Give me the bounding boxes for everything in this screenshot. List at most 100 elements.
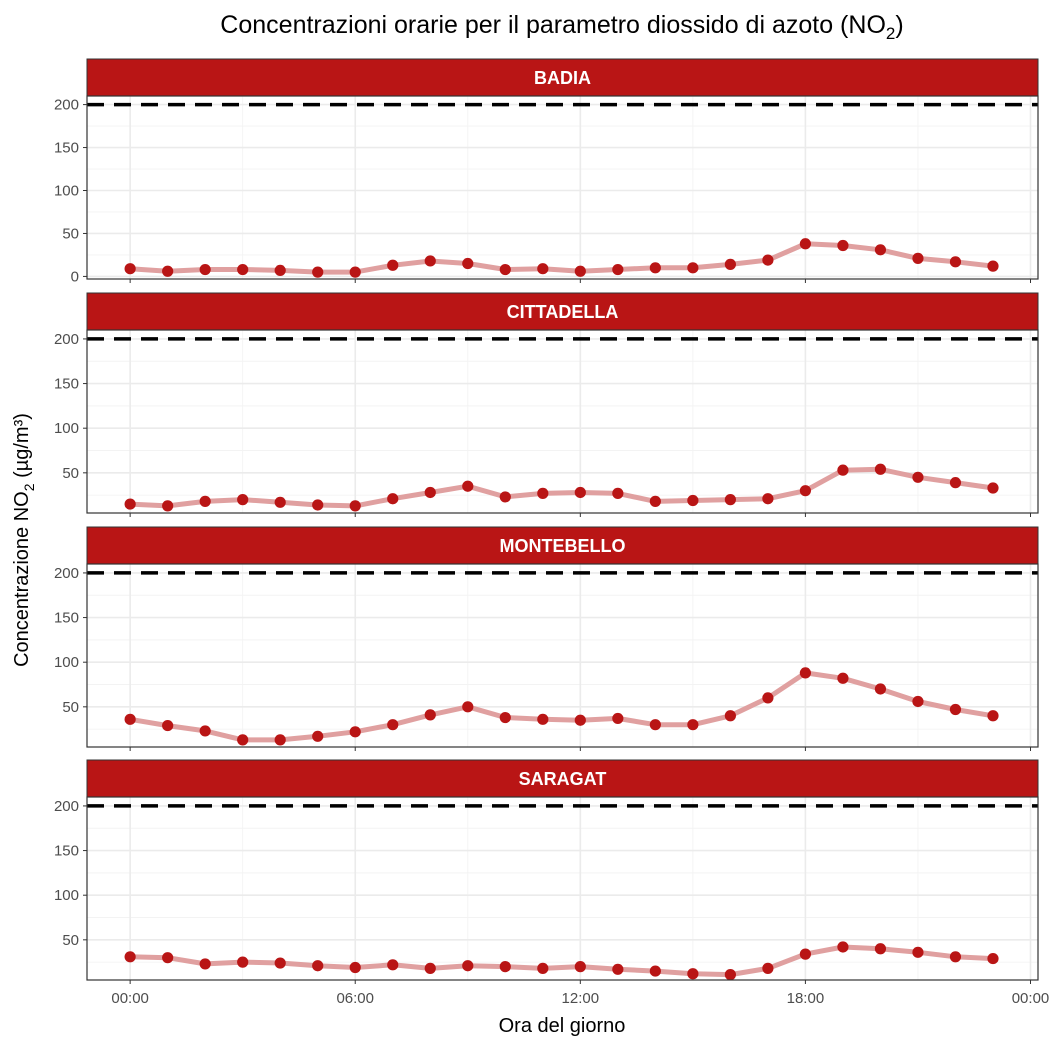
data-point: [424, 962, 436, 974]
data-point: [649, 495, 661, 507]
data-point: [499, 961, 511, 973]
data-point: [612, 712, 624, 725]
y-tick-label: 150: [54, 843, 79, 860]
facet-montebello: MONTEBELLO 50 100 150 200: [54, 526, 1039, 751]
data-point: [537, 962, 549, 974]
data-point: [799, 948, 812, 960]
data-point: [949, 703, 962, 716]
y-tick-label: 50: [62, 932, 79, 949]
facet-strip-label: BADIA: [534, 68, 591, 88]
y-tick-label: 100: [54, 420, 79, 437]
x-axis-title: Ora del giorno: [499, 1015, 626, 1037]
data-point: [312, 499, 324, 511]
data-point: [874, 244, 887, 256]
series-line: [127, 241, 996, 275]
data-point: [987, 952, 999, 965]
data-point: [124, 951, 136, 963]
data-point: [537, 487, 549, 499]
data-point: [537, 713, 549, 725]
facet-panels: BADIA050100150200CITTADELLA50100150200MO…: [54, 58, 1039, 984]
y-tick-label: 100: [54, 887, 79, 904]
facet-strip-label: SARAGAT: [519, 769, 607, 789]
data-point: [387, 719, 399, 731]
y-tick-label: 150: [54, 376, 79, 393]
data-point: [762, 962, 774, 974]
data-point: [349, 961, 361, 974]
panel-border: [86, 329, 1039, 514]
data-point: [574, 714, 586, 726]
x-axis: 00:00 06:00 12:00 18:00 00:00: [111, 990, 1049, 1007]
data-point: [237, 734, 249, 746]
data-point: [987, 260, 999, 272]
x-tick-label: 00:00: [1012, 990, 1050, 1007]
data-point: [687, 968, 699, 980]
panel-border: [86, 563, 1039, 748]
series-line: [127, 466, 996, 509]
data-point: [912, 471, 924, 483]
data-point: [312, 266, 324, 278]
data-point: [949, 256, 962, 268]
data-point: [687, 494, 699, 507]
data-point: [274, 734, 286, 746]
x-tick-label: 12:00: [562, 990, 600, 1007]
y-tick-label: 200: [54, 331, 79, 348]
data-point: [574, 961, 586, 973]
data-point: [649, 719, 661, 731]
data-point: [312, 960, 324, 972]
data-point: [237, 956, 249, 968]
y-tick-label: 50: [62, 699, 79, 716]
data-point: [499, 263, 511, 276]
data-point: [349, 726, 361, 738]
data-point: [274, 957, 286, 969]
facet-strip-label: MONTEBELLO: [500, 536, 626, 556]
data-point: [162, 952, 174, 964]
data-point: [649, 262, 661, 274]
data-point: [837, 672, 849, 684]
data-point: [124, 713, 136, 725]
data-point: [687, 262, 699, 274]
data-point: [612, 487, 624, 499]
data-point: [349, 500, 361, 512]
y-axis-title: Concentrazione NO2 (µg/m³): [11, 413, 37, 667]
data-point: [462, 480, 474, 492]
facet-badia: BADIA 0 50 100 150 200: [54, 58, 1039, 285]
data-point: [574, 265, 586, 277]
data-point: [949, 477, 962, 489]
data-point: [687, 719, 699, 731]
panel-border: [86, 796, 1039, 981]
data-point: [762, 493, 774, 505]
data-point: [724, 258, 736, 270]
data-point: [424, 709, 436, 721]
y-tick-label: 200: [54, 565, 79, 582]
data-point: [912, 252, 924, 264]
data-point: [387, 259, 399, 271]
data-point: [462, 257, 474, 270]
data-point: [799, 238, 812, 250]
data-point: [837, 941, 849, 953]
data-point: [874, 463, 887, 475]
data-point: [462, 960, 474, 972]
data-point: [724, 494, 736, 506]
facet-cittadella: CITTADELLA 50 100 150 200: [54, 292, 1039, 517]
facet-strip: [86, 526, 1039, 565]
x-tick-label: 06:00: [336, 990, 374, 1007]
data-point: [762, 692, 774, 704]
y-tick-label: 100: [54, 183, 79, 200]
data-point: [199, 263, 211, 276]
data-point: [912, 946, 924, 958]
x-tick-label: 00:00: [111, 990, 149, 1007]
data-point: [274, 496, 286, 508]
y-tick-label: 200: [54, 798, 79, 815]
y-tick-label: 50: [62, 225, 79, 242]
data-point: [874, 683, 887, 695]
series-line: [127, 944, 996, 978]
data-point: [424, 486, 436, 499]
data-point: [499, 491, 511, 503]
data-point: [912, 695, 924, 708]
data-point: [837, 464, 849, 476]
panel-border: [86, 95, 1039, 280]
data-point: [612, 263, 624, 276]
data-point: [874, 943, 887, 955]
data-point: [574, 486, 586, 499]
